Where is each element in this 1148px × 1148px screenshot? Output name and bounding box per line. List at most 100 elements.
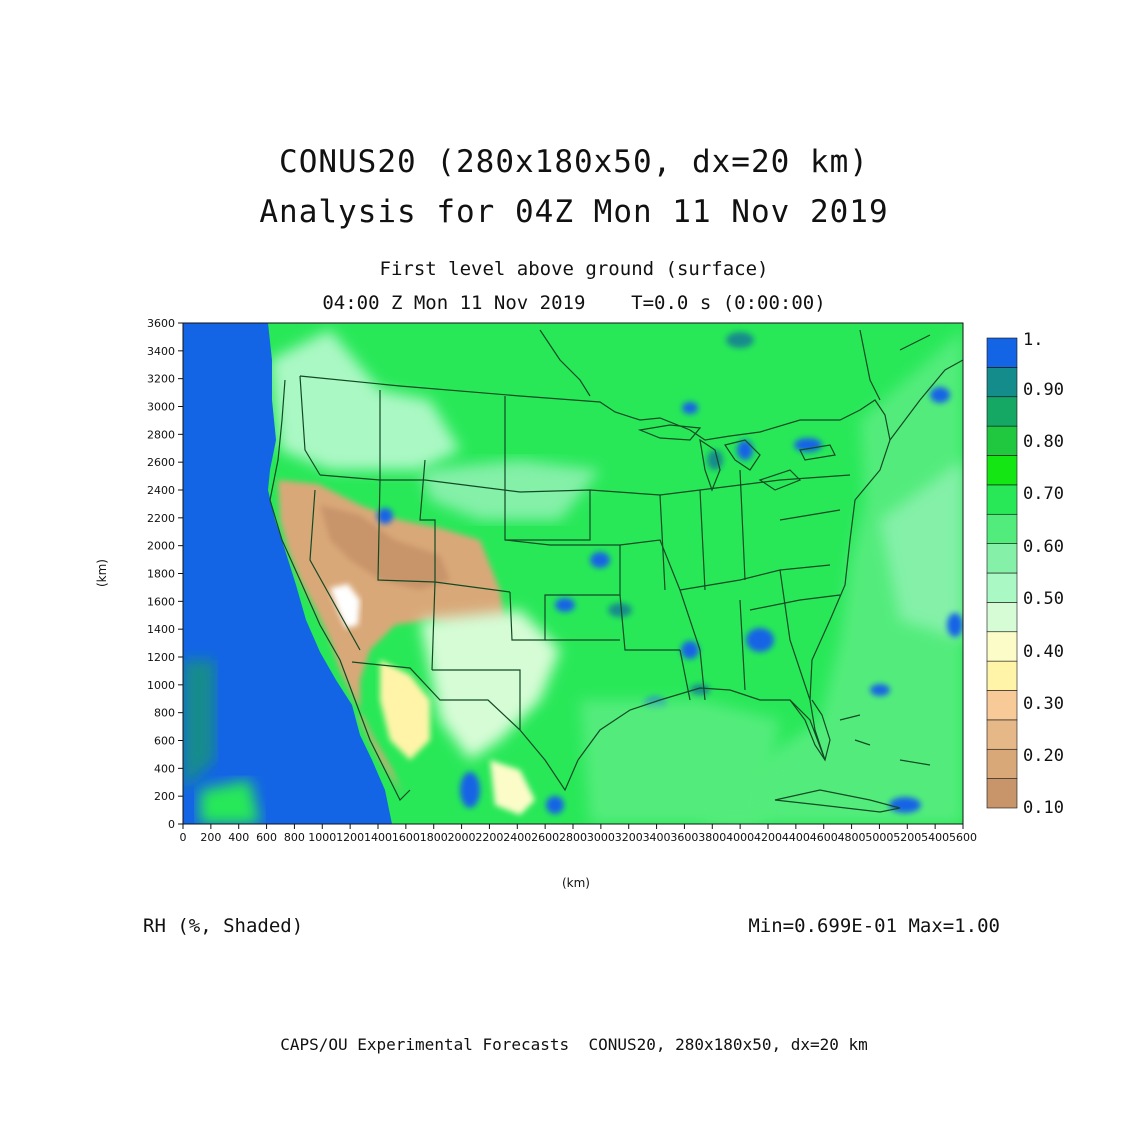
colorbar-swatch (986, 572, 1018, 603)
level-label: First level above ground (surface) (379, 258, 769, 280)
colorbar-label: 0.10 (1023, 798, 1064, 818)
y-tick-label: 1400 (147, 623, 175, 636)
x-tick-label: 3600 (670, 831, 698, 844)
x-tick-label: 2200 (475, 831, 503, 844)
y-tick-label: 2600 (147, 456, 175, 469)
colorbar-swatch (986, 396, 1018, 427)
x-tick-label: 1600 (392, 831, 420, 844)
colorbar-label: 0.50 (1023, 589, 1064, 609)
colorbar-label: 0.60 (1023, 537, 1064, 557)
great-basin-darker-region (320, 505, 450, 590)
map-subtitle-analysis-time: Analysis for 04Z Mon 11 Nov 2019 (259, 194, 889, 230)
x-tick-label: 1000 (308, 831, 336, 844)
colorbar-swatch (986, 778, 1018, 809)
map-title: CONUS20 (280x180x50, dx=20 km) (279, 144, 869, 180)
colorbar-swatch (986, 455, 1018, 486)
x-tick-label: 5600 (949, 831, 977, 844)
y-tick-label: 3000 (147, 401, 175, 414)
x-tick-label: 4400 (782, 831, 810, 844)
colorbar-swatch (986, 367, 1018, 398)
canada-boundaries (539, 329, 963, 441)
political-boundaries (269, 375, 891, 802)
y-tick-label: 2400 (147, 484, 175, 497)
colorbar-swatch (986, 660, 1018, 691)
x-tick-label: 2600 (531, 831, 559, 844)
x-tick-label: 2800 (559, 831, 587, 844)
x-axis-label: (km) (562, 876, 590, 890)
colorbar-label: 0.90 (1023, 380, 1064, 400)
x-tick-label: 3000 (587, 831, 615, 844)
x-tick-label: 800 (284, 831, 305, 844)
humid-pockets (377, 387, 963, 814)
colorbar-swatch (986, 484, 1018, 515)
x-tick-label: 3200 (615, 831, 643, 844)
colorbar-swatch (986, 631, 1018, 662)
colorbar-label: 0.80 (1023, 432, 1064, 452)
arizona-light-region (380, 660, 430, 760)
southern-plains-light (420, 610, 560, 760)
valid-time-label: 04:00 Z Mon 11 Nov 2019 T=0.0 s (0:00:00… (322, 292, 826, 314)
colorbar-label: 0.40 (1023, 642, 1064, 662)
field-label: RH (%, Shaded) (143, 915, 304, 937)
great-basin-dry-region (278, 480, 505, 800)
colorbar-swatch (986, 748, 1018, 779)
y-tick-label: 1200 (147, 651, 175, 664)
x-tick-label: 3800 (698, 831, 726, 844)
colorbar-swatch (986, 602, 1018, 633)
y-tick-label: 3400 (147, 345, 175, 358)
x-tick-label: 5000 (865, 831, 893, 844)
x-tick-label: 3400 (643, 831, 671, 844)
y-tick-label: 2000 (147, 540, 175, 553)
x-tick-label: 0 (180, 831, 187, 844)
colorbar-label: 0.30 (1023, 694, 1064, 714)
y-axis-ticks: 0 200 400 600 800 1000 1200 1400 1600 1800 2000 220… (147, 317, 183, 831)
y-tick-label: 400 (154, 762, 175, 775)
min-max-label: Min=0.699E-01 Max=1.00 (748, 915, 1000, 937)
x-tick-label: 4600 (810, 831, 838, 844)
great-lakes (637, 424, 836, 492)
footer-credit: CAPS/OU Experimental Forecasts CONUS20, … (280, 1035, 868, 1054)
x-axis-ticks: 0 200 400 600 800 1000 1200 1400 1600 1800 2000 220… (180, 824, 977, 844)
y-tick-label: 800 (154, 707, 175, 720)
atlantic-light-region (880, 460, 963, 640)
colorbar-swatch (986, 690, 1018, 721)
pacific-moist-offshore (183, 660, 215, 790)
colorbar-swatch (986, 513, 1018, 544)
y-tick-label: 600 (154, 735, 175, 748)
y-tick-label: 2200 (147, 512, 175, 525)
x-tick-label: 4800 (838, 831, 866, 844)
florida-caribbean (774, 699, 931, 813)
pacific-green-patch (200, 780, 260, 824)
y-tick-label: 1800 (147, 568, 175, 581)
y-tick-label: 1600 (147, 595, 175, 608)
y-tick-label: 1000 (147, 679, 175, 692)
x-tick-label: 400 (228, 831, 249, 844)
colorbar-label: 0.70 (1023, 484, 1064, 504)
gulf-region (580, 700, 780, 824)
x-tick-label: 4200 (754, 831, 782, 844)
x-tick-label: 600 (256, 831, 277, 844)
driest-spot (330, 584, 360, 628)
y-axis-label: (km) (95, 559, 109, 587)
atlantic-moist-region (700, 330, 963, 824)
y-tick-label: 0 (168, 818, 175, 831)
colorbar-swatch (986, 337, 1018, 368)
x-tick-label: 2400 (503, 831, 531, 844)
colorbar-swatch (986, 425, 1018, 456)
us-mexico-border (351, 661, 579, 792)
map-area (183, 323, 963, 824)
gulf-coast (577, 687, 826, 761)
colorbar-label: 0.20 (1023, 746, 1064, 766)
colorbar: 1. 0.90 0.80 0.70 0.60 0.50 0.40 0.30 0.20 0.10 (986, 330, 1064, 818)
pacific-ocean (183, 323, 392, 824)
x-tick-label: 5200 (893, 831, 921, 844)
y-tick-label: 3200 (147, 373, 175, 386)
x-tick-label: 1800 (420, 831, 448, 844)
west-coast (269, 379, 411, 802)
y-tick-label: 200 (154, 790, 175, 803)
colorbar-swatch (986, 719, 1018, 750)
x-tick-label: 4000 (726, 831, 754, 844)
x-tick-label: 2000 (448, 831, 476, 844)
northwest-light-region (270, 330, 460, 470)
